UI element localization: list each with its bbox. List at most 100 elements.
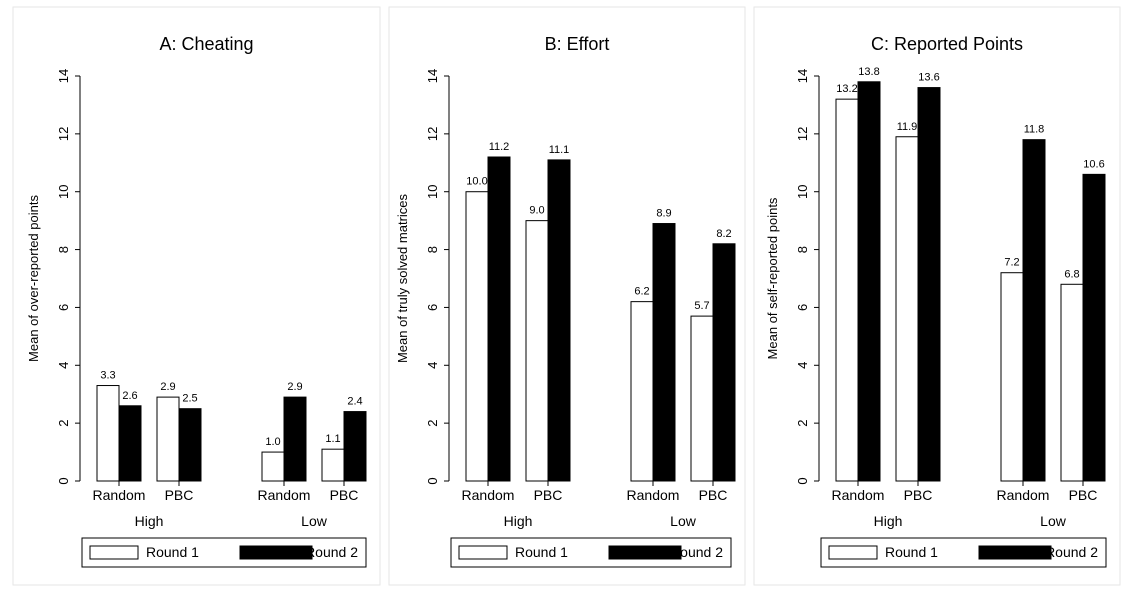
bar-value-label: 5.7 (694, 300, 709, 312)
y-tick-label: 2 (56, 420, 71, 427)
bar-value-label: 13.2 (836, 83, 857, 95)
y-axis-label: Mean of self-reported points (765, 197, 780, 359)
y-tick-label: 2 (425, 420, 440, 427)
y-tick-label: 6 (425, 304, 440, 311)
y-axis-label: Mean of over-reported points (26, 195, 41, 362)
bar-round-2 (857, 81, 881, 482)
bar-value-label: 10.6 (1083, 158, 1104, 170)
x-group-label: High (135, 513, 164, 529)
x-category-label: PBC (904, 487, 933, 503)
legend-label: Round 2 (1045, 544, 1098, 560)
x-category-label: PBC (330, 487, 359, 503)
y-tick-label: 12 (795, 127, 810, 141)
bar-round-1 (630, 301, 654, 482)
bar-round-1 (895, 136, 919, 482)
x-group-label: High (504, 513, 533, 529)
legend-key-round-1 (828, 545, 878, 560)
y-tick-label: 4 (795, 362, 810, 369)
bar-round-2 (178, 408, 202, 482)
x-category-label: Random (997, 487, 1050, 503)
y-tick-label: 4 (56, 362, 71, 369)
x-category-label: Random (462, 487, 515, 503)
y-tick-label: 2 (795, 420, 810, 427)
bar-round-1 (321, 448, 345, 482)
y-axis-label: Mean of truly solved matrices (395, 193, 410, 363)
chart-title: C: Reported Points (871, 34, 1023, 54)
chart-panel-1: A: Cheating Mean of over-reported points 0… (12, 6, 381, 586)
x-category-label: PBC (534, 487, 563, 503)
bar-round-2 (487, 156, 511, 482)
panel-frame (388, 6, 746, 586)
legend-key-round-2 (978, 545, 1052, 560)
chart-title: B: Effort (545, 34, 610, 54)
bar-round-1 (1000, 272, 1024, 482)
bar-round-1 (690, 315, 714, 482)
y-tick-label: 14 (425, 69, 440, 83)
y-tick-label: 12 (425, 127, 440, 141)
bar-round-2 (652, 223, 676, 482)
x-category-label: Random (832, 487, 885, 503)
bar-round-2 (917, 87, 941, 482)
legend-label: Round 1 (146, 544, 199, 560)
bar-round-2 (1082, 173, 1106, 482)
bar-value-label: 6.8 (1064, 268, 1079, 280)
bar-value-label: 3.3 (100, 370, 115, 382)
legend-key-round-1 (89, 545, 139, 560)
bar-value-label: 11.2 (489, 141, 510, 153)
y-tick-label: 10 (795, 184, 810, 198)
x-category-label: Random (258, 487, 311, 503)
legend-key-round-1 (458, 545, 508, 560)
y-tick-label: 6 (795, 304, 810, 311)
legend-label: Round 1 (885, 544, 938, 560)
y-tick-label: 0 (795, 477, 810, 484)
legend-label: Round 2 (305, 544, 358, 560)
bar-round-1 (156, 396, 180, 482)
bar-round-1 (96, 385, 120, 482)
legend-key-round-2 (239, 545, 313, 560)
y-tick-label: 0 (56, 477, 71, 484)
y-tick-label: 8 (56, 246, 71, 253)
x-category-label: PBC (1069, 487, 1098, 503)
bar-round-2 (547, 159, 571, 482)
x-category-label: PBC (699, 487, 728, 503)
bar-value-label: 13.8 (858, 66, 879, 78)
legend-key-round-2 (608, 545, 682, 560)
x-category-label: Random (627, 487, 680, 503)
y-tick-label: 0 (425, 477, 440, 484)
bar-round-1 (835, 98, 859, 482)
x-category-label: PBC (165, 487, 194, 503)
y-tick-label: 10 (56, 184, 71, 198)
legend-label: Round 2 (670, 544, 723, 560)
legend-label: Round 1 (515, 544, 568, 560)
bar-value-label: 2.5 (182, 393, 197, 405)
bar-round-2 (118, 405, 142, 482)
bar-value-label: 1.0 (265, 436, 280, 448)
x-group-label: Low (670, 513, 697, 529)
bar-value-label: 9.0 (529, 205, 544, 217)
bar-value-label: 8.9 (656, 208, 671, 220)
y-tick-label: 12 (56, 127, 71, 141)
bar-value-label: 1.1 (325, 433, 340, 445)
bar-value-label: 7.2 (1004, 257, 1019, 269)
x-group-label: High (874, 513, 903, 529)
y-tick-label: 14 (795, 69, 810, 83)
bar-round-1 (261, 451, 285, 482)
bar-round-2 (712, 243, 736, 482)
x-group-label: Low (301, 513, 328, 529)
y-tick-label: 4 (425, 362, 440, 369)
y-tick-label: 6 (56, 304, 71, 311)
bar-value-label: 2.9 (287, 381, 302, 393)
chart-panel-2: B: Effort Mean of truly solved matrices 0 2… (388, 6, 746, 586)
bar-value-label: 13.6 (918, 72, 939, 84)
panel-frame (12, 6, 381, 586)
y-tick-label: 8 (795, 246, 810, 253)
y-tick-label: 8 (425, 246, 440, 253)
bar-value-label: 11.8 (1024, 124, 1045, 136)
panel-frame (753, 6, 1121, 586)
bar-round-2 (283, 396, 307, 482)
y-tick-label: 14 (56, 69, 71, 83)
y-tick-label: 10 (425, 184, 440, 198)
bar-value-label: 11.9 (897, 121, 918, 133)
